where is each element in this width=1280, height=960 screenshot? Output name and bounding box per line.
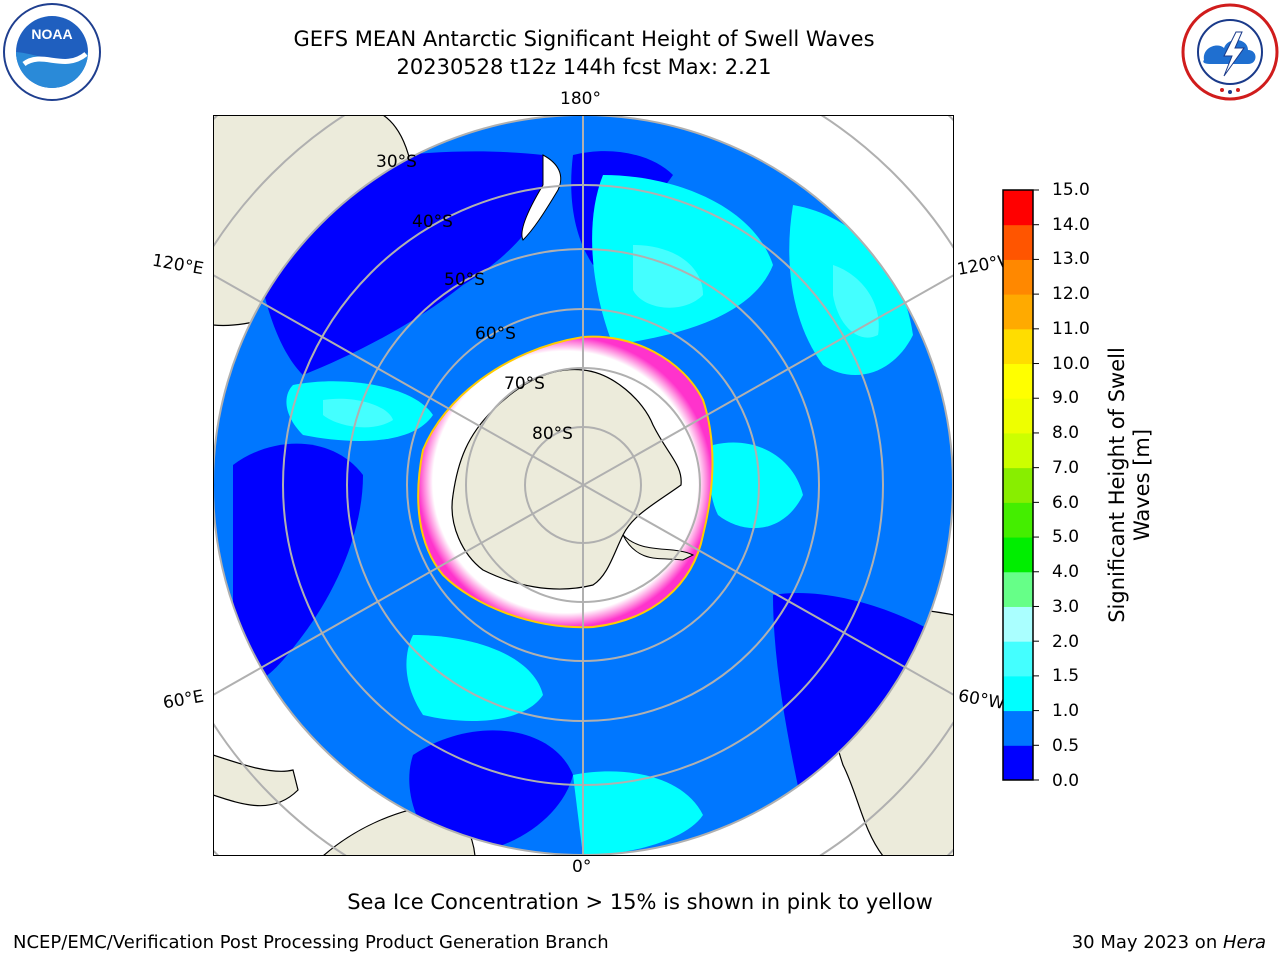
colorbar-segment <box>1003 502 1033 538</box>
polar-map <box>212 114 955 860</box>
chart-subtitle: 20230528 t12z 144h fcst Max: 2.21 <box>396 55 772 79</box>
colorbar-segment <box>1003 675 1033 712</box>
lat-label-30s: 30°S <box>376 152 417 172</box>
colorbar-segment <box>1003 467 1033 503</box>
lon-label-60w: 60°W <box>956 686 1007 714</box>
colorbar-segment <box>1003 224 1033 260</box>
colorbar-segment <box>1003 259 1033 295</box>
lat-label-70s: 70°S <box>504 374 545 394</box>
colorbar-tick-9: 9.0 <box>1052 388 1080 408</box>
colorbar-tick-0: 0.0 <box>1052 771 1080 791</box>
colorbar-tick-3: 3.0 <box>1052 597 1080 617</box>
nws-logo <box>1180 2 1280 106</box>
colorbar-segment <box>1003 190 1033 226</box>
footer-branch: NCEP/EMC/Verification Post Processing Pr… <box>13 932 609 953</box>
colorbar-segment <box>1003 328 1033 365</box>
colorbar-segment <box>1003 363 1033 399</box>
colorbar-tick-13: 13.0 <box>1052 249 1090 269</box>
lat-label-60s: 60°S <box>475 324 516 344</box>
colorbar-segment <box>1003 571 1033 607</box>
colorbar-tick-12: 12.0 <box>1052 284 1090 304</box>
colorbar-tick-5: 5.0 <box>1052 527 1080 547</box>
lon-label-120e: 120°E <box>150 250 206 280</box>
colorbar-tick-4: 4.0 <box>1052 562 1080 582</box>
colorbar-segment <box>1003 432 1033 469</box>
colorbar-segment <box>1003 606 1033 642</box>
colorbar-tick-11: 11.0 <box>1052 319 1090 339</box>
colorbar-tick-15: 15.0 <box>1052 180 1090 200</box>
colorbar-segment <box>1003 641 1033 677</box>
polar-map-svg <box>212 114 955 857</box>
colorbar-label-line2: Waves [m] <box>1130 428 1154 542</box>
colorbar-border <box>1002 189 1034 781</box>
noaa-logo-text: NOAA <box>31 26 72 42</box>
noaa-logo: NOAA <box>2 2 102 106</box>
colorbar-tick-10: 10.0 <box>1052 354 1090 374</box>
colorbar-tick-1-5: 1.5 <box>1052 666 1080 686</box>
colorbar-tick-6: 6.0 <box>1052 493 1080 513</box>
lon-label-0: 0° <box>572 857 592 877</box>
colorbar-svg <box>1002 189 1039 781</box>
colorbar-segment <box>1003 398 1033 434</box>
colorbar-tick-2: 2.0 <box>1052 632 1080 652</box>
colorbar-tick-14: 14.0 <box>1052 215 1090 235</box>
sea-ice-note: Sea Ice Concentration > 15% is shown in … <box>347 890 933 914</box>
colorbar-tick-8: 8.0 <box>1052 423 1080 443</box>
colorbar-tick-0-5: 0.5 <box>1052 736 1080 756</box>
footer-host: Hera <box>1222 932 1266 953</box>
colorbar-segment <box>1003 294 1033 330</box>
footer-date-text: 30 May 2023 on <box>1071 932 1223 953</box>
colorbar-segment <box>1003 710 1033 746</box>
lat-label-80s: 80°S <box>532 424 573 444</box>
antarctica <box>451 368 695 590</box>
chart-title: GEFS MEAN Antarctic Significant Height o… <box>293 27 875 51</box>
footer-date: 30 May 2023 on Hera <box>1072 932 1266 953</box>
lon-label-180: 180° <box>560 89 601 109</box>
colorbar-tick-7: 7.0 <box>1052 458 1080 478</box>
lat-label-50s: 50°S <box>444 270 485 290</box>
lon-label-60e: 60°E <box>161 686 206 714</box>
colorbar-tick-1: 1.0 <box>1052 701 1080 721</box>
colorbar <box>1002 188 1102 792</box>
colorbar-segment <box>1003 537 1033 573</box>
lat-label-40s: 40°S <box>412 212 453 232</box>
colorbar-label-line1: Significant Height of Swell <box>1105 347 1129 623</box>
new-zealand <box>521 154 562 241</box>
colorbar-segment <box>1003 745 1033 781</box>
